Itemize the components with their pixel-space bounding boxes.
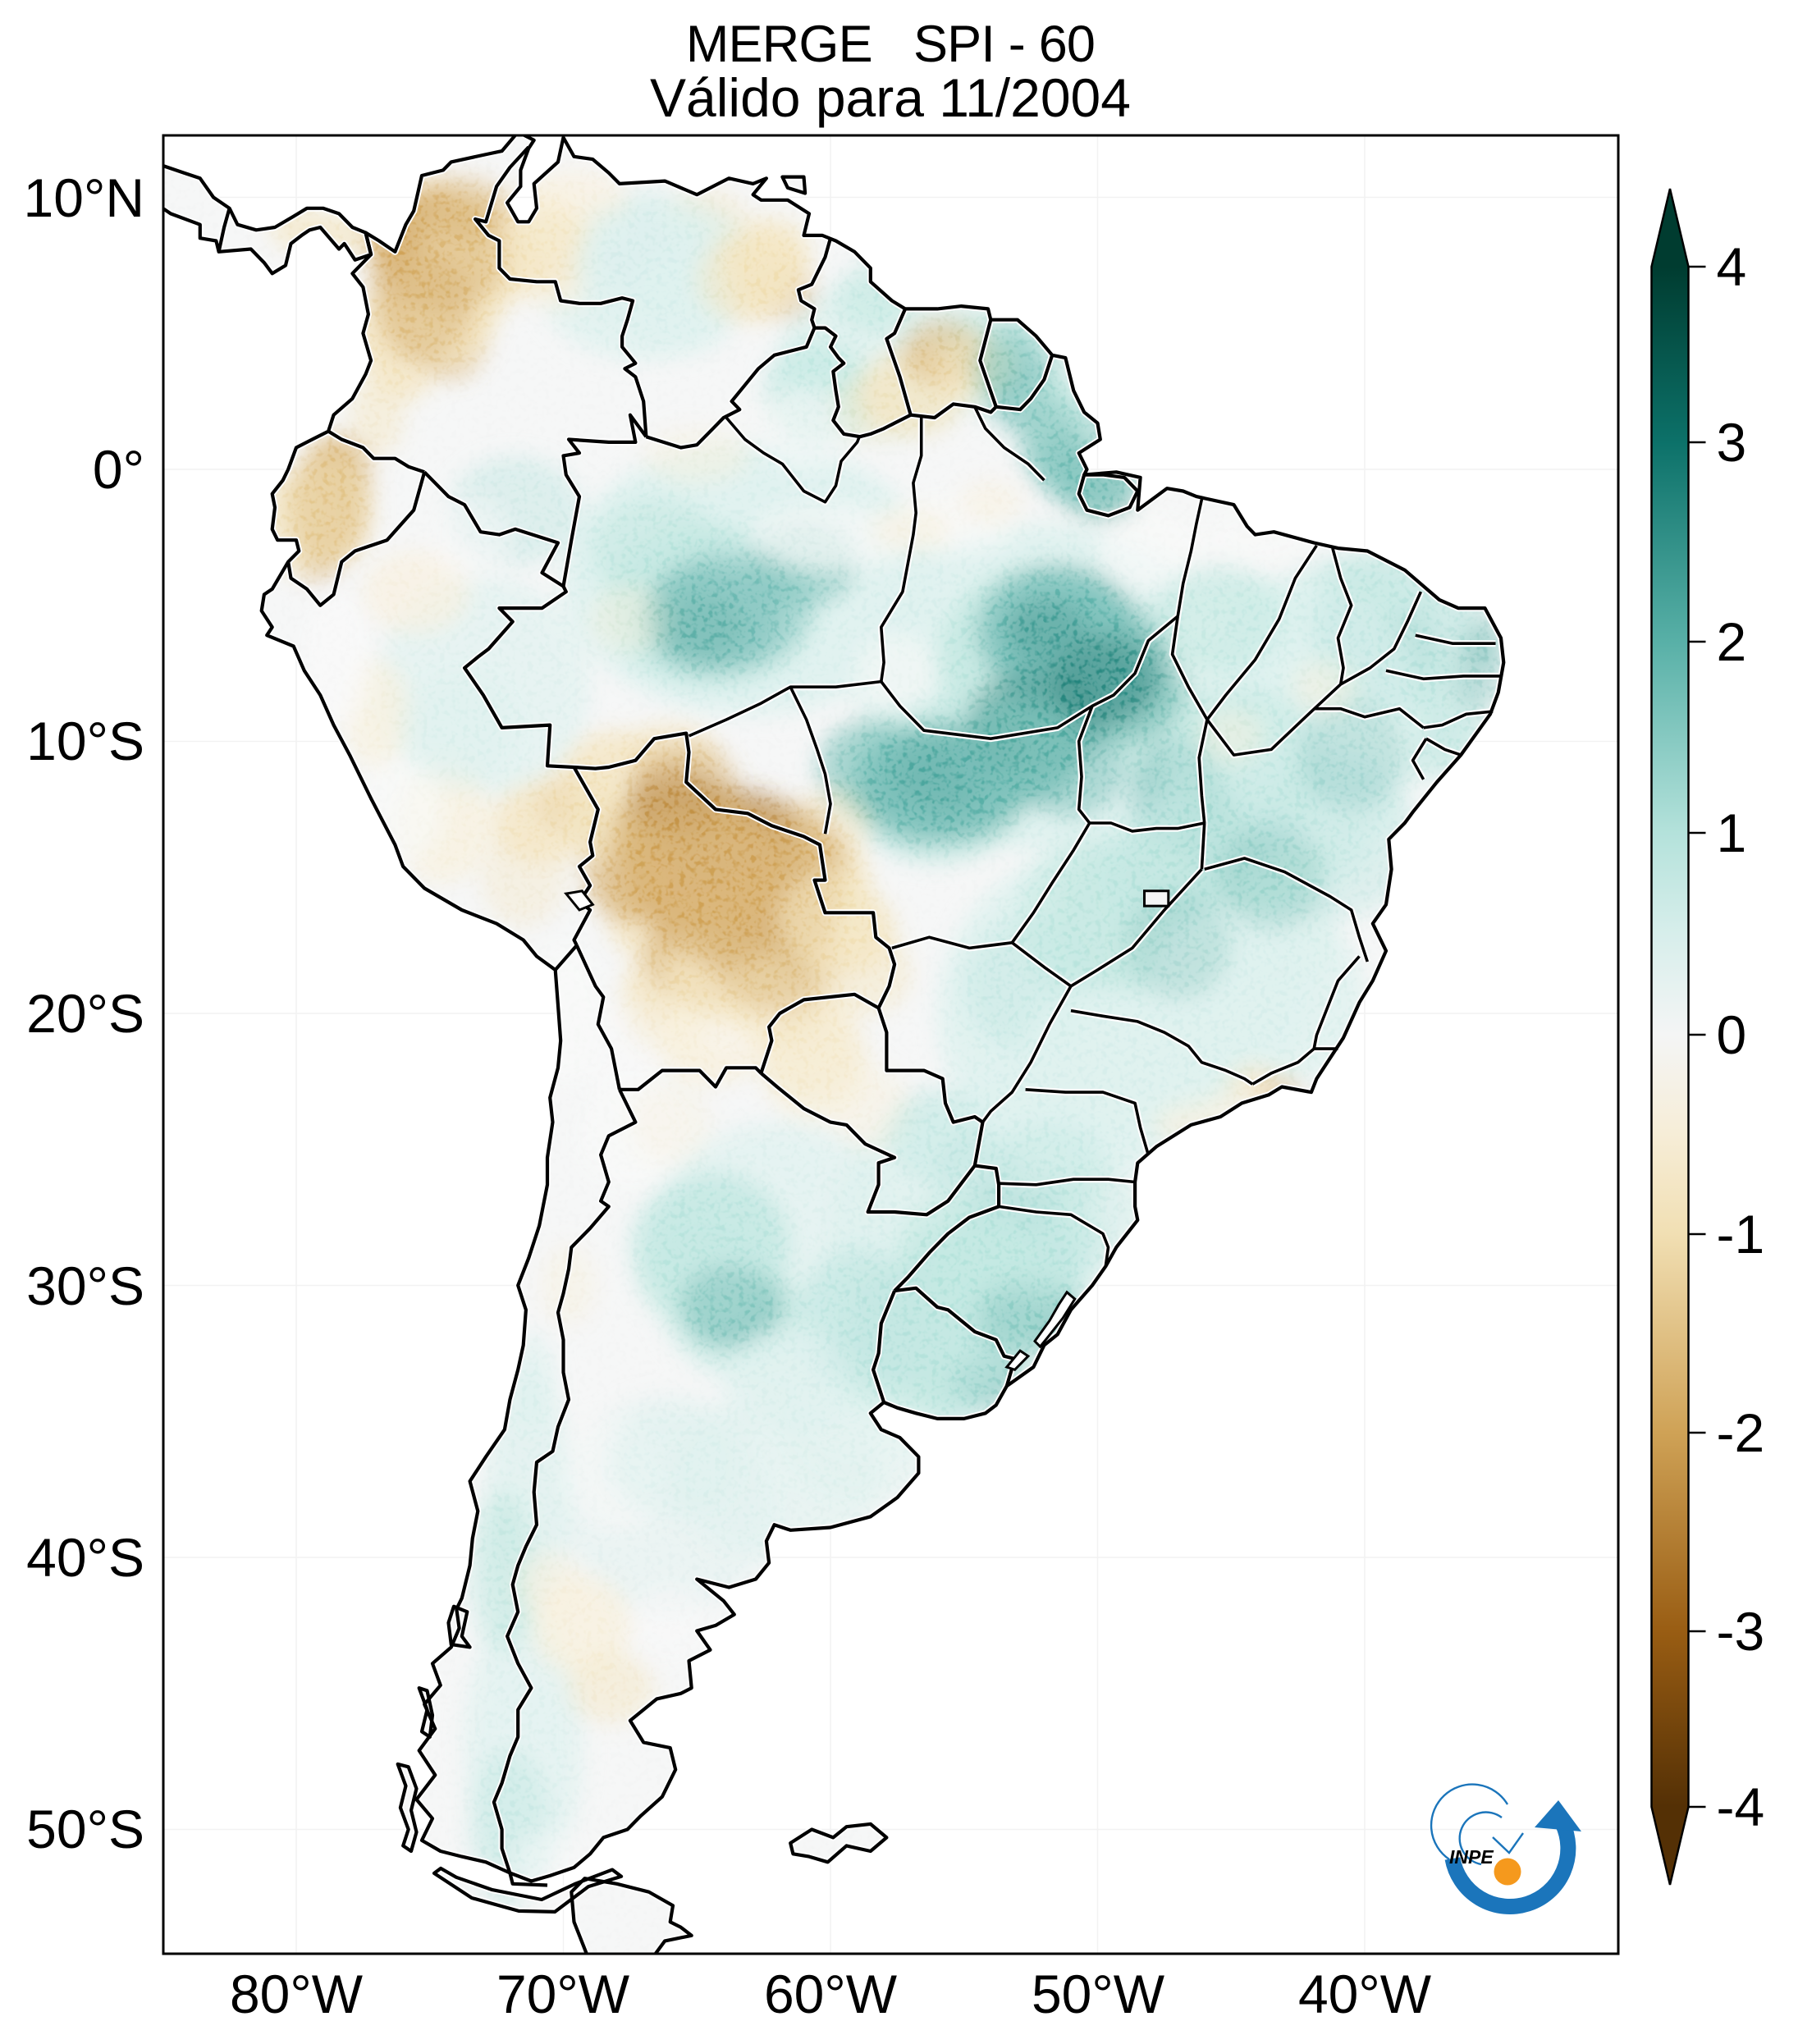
svg-text:2: 2 xyxy=(1717,611,1747,672)
svg-text:30°S: 30°S xyxy=(26,1255,144,1316)
svg-text:50°W: 50°W xyxy=(1032,1964,1165,2024)
svg-text:4: 4 xyxy=(1717,236,1747,297)
svg-text:0°: 0° xyxy=(93,439,144,500)
svg-text:INPE: INPE xyxy=(1449,1846,1494,1868)
svg-text:40°S: 40°S xyxy=(26,1527,144,1588)
svg-text:-1: -1 xyxy=(1717,1204,1765,1264)
svg-text:10°S: 10°S xyxy=(26,711,144,771)
svg-text:3: 3 xyxy=(1717,412,1747,473)
svg-text:-3: -3 xyxy=(1717,1601,1765,1662)
svg-text:40°W: 40°W xyxy=(1298,1964,1432,2024)
svg-text:20°S: 20°S xyxy=(26,983,144,1044)
svg-text:Válido para 11/2004: Válido para 11/2004 xyxy=(650,67,1131,128)
svg-text:70°W: 70°W xyxy=(496,1964,630,2024)
svg-text:1: 1 xyxy=(1717,803,1747,863)
svg-text:0: 0 xyxy=(1717,1004,1747,1065)
svg-text:50°S: 50°S xyxy=(26,1799,144,1859)
svg-text:-2: -2 xyxy=(1717,1402,1765,1463)
svg-text:MERGE SPI - 60: MERGE SPI - 60 xyxy=(686,16,1095,73)
svg-text:80°W: 80°W xyxy=(230,1964,364,2024)
svg-text:-4: -4 xyxy=(1717,1776,1765,1837)
svg-text:10°N: 10°N xyxy=(24,167,144,228)
svg-text:60°W: 60°W xyxy=(764,1964,898,2024)
